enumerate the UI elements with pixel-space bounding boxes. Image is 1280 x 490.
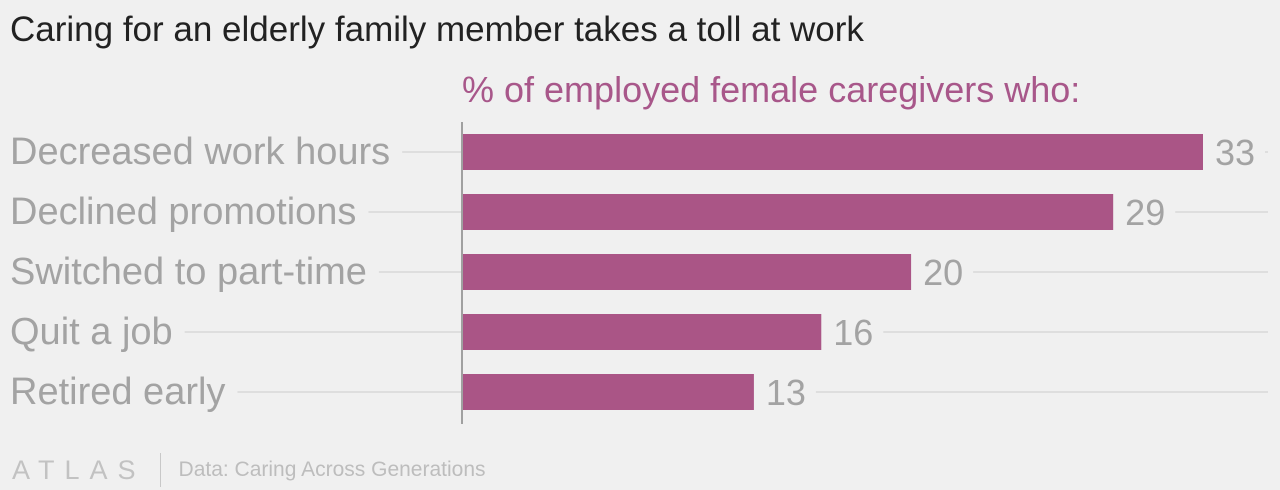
atlas-logo: ATLAS [12,454,146,485]
category-label: Quit a job [10,311,173,353]
category-label: Declined promotions [10,191,356,233]
source-note: Data: Caring Across Generations [178,458,486,481]
value-label: 20 [923,252,963,293]
value-label: 33 [1215,132,1255,173]
chart-title: Caring for an elderly family member take… [10,10,864,49]
value-label: 13 [766,372,806,413]
bar [462,254,912,290]
category-label: Decreased work hours [10,131,390,173]
chart-subtitle: % of employed female caregivers who: [462,69,1080,110]
category-label: Retired early [10,371,225,413]
bar [462,374,754,410]
bar-chart: % of employed female caregivers who: Decr… [10,69,1268,424]
bar [462,194,1114,230]
bar [462,314,822,350]
value-label: 16 [833,312,873,353]
footer: ATLAS Data: Caring Across Generations [12,453,486,487]
category-label: Switched to part-time [10,251,367,293]
bar [462,134,1203,170]
value-label: 29 [1125,192,1165,233]
footer-divider [159,453,161,487]
